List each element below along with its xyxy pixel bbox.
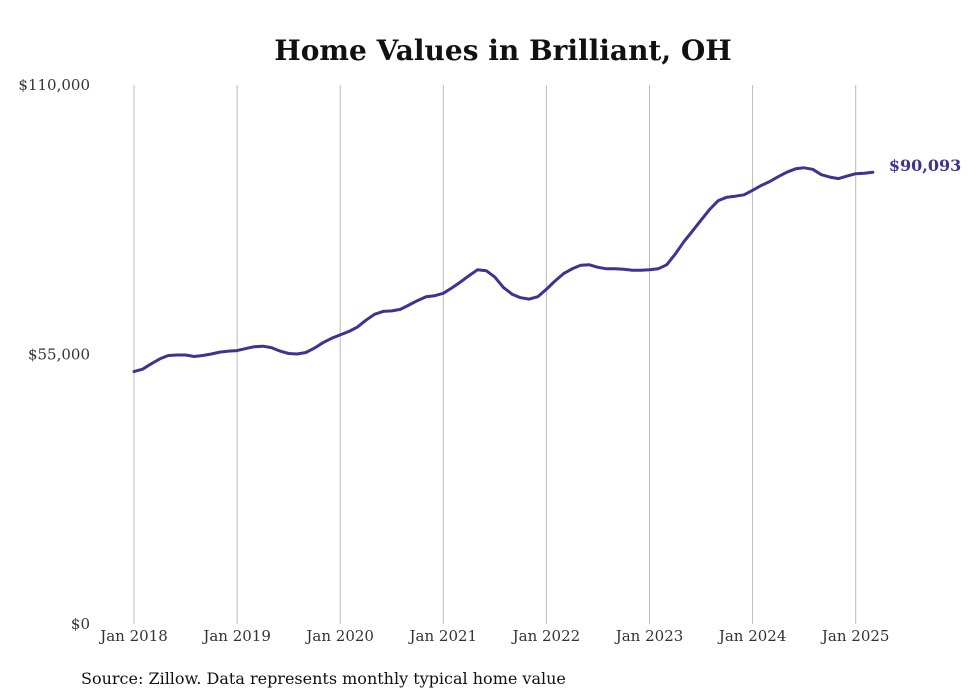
x-tick-label: Jan 2023: [614, 627, 684, 645]
gridlines: [133, 85, 857, 624]
x-axis-ticks: Jan 2018 Jan 2019 Jan 2020 Jan 2021 Jan 2022…: [98, 627, 889, 645]
y-axis-ticks: $0 $55,000 $110,000: [18, 76, 90, 633]
y-tick-label: $110,000: [18, 76, 90, 94]
y-tick-label: $0: [71, 615, 90, 633]
latest-value-label: $90,093: [889, 156, 961, 175]
x-tick-label: Jan 2025: [820, 627, 890, 645]
x-tick-label: Jan 2020: [304, 627, 374, 645]
x-tick-label: Jan 2019: [201, 627, 271, 645]
chart-title: Home Values in Brilliant, OH: [274, 34, 731, 67]
x-tick-label: Jan 2022: [511, 627, 581, 645]
source-note: Source: Zillow. Data represents monthly …: [81, 669, 566, 688]
x-tick-label: Jan 2018: [98, 627, 168, 645]
x-tick-label: Jan 2024: [717, 627, 787, 645]
y-tick-label: $55,000: [28, 346, 90, 364]
x-tick-label: Jan 2021: [408, 627, 478, 645]
home-value-line: [132, 166, 875, 374]
